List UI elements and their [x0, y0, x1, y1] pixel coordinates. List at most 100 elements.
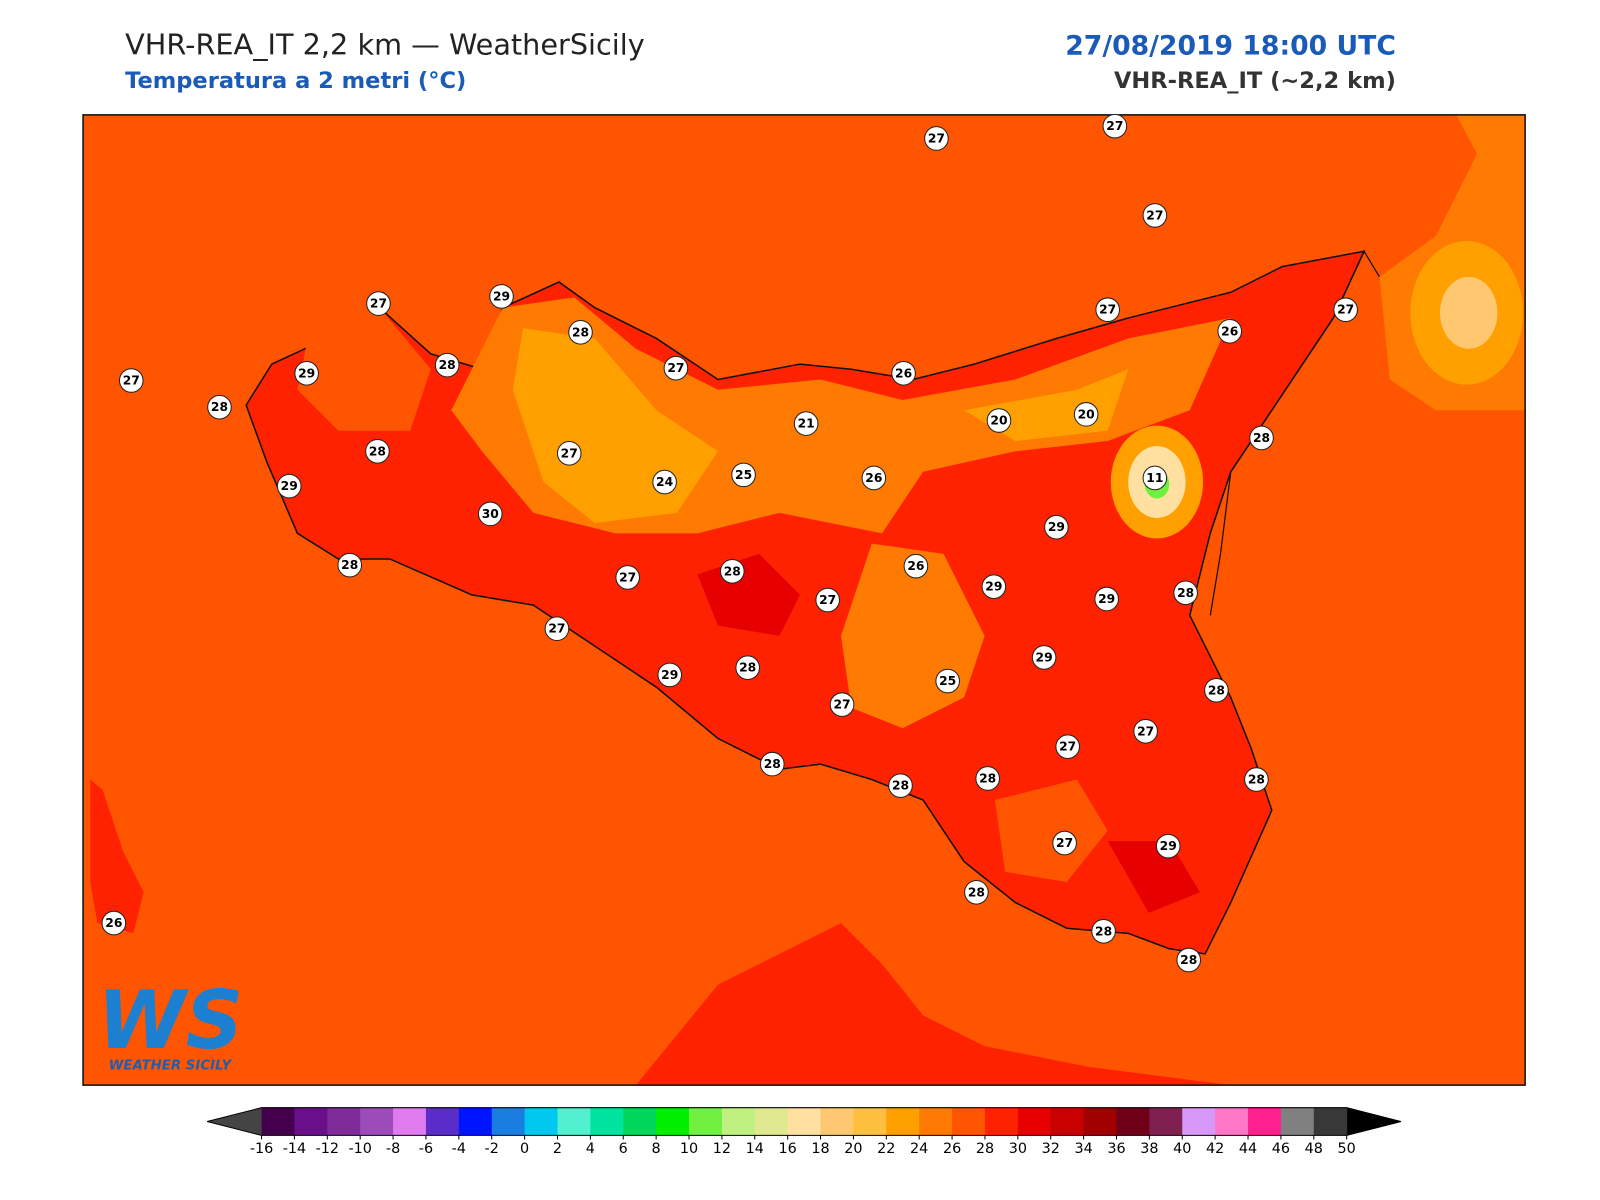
colorbar-tick-label: 34: [1074, 1141, 1092, 1157]
colorbar-bin: [458, 1107, 493, 1136]
colorbar-bin: [327, 1107, 361, 1136]
colorbar-tick-label: 46: [1272, 1141, 1290, 1157]
station: 29: [1044, 514, 1069, 540]
stations: 27 27 27 27 29 28 28 29 27 28 27 26 27 26 27 21 20 20 28 28…: [101, 113, 1358, 973]
station-value: 27: [1337, 303, 1354, 317]
colorbar-bin: [952, 1107, 986, 1136]
colorbar-bin: [853, 1107, 887, 1136]
station-marker: [657, 662, 683, 688]
station-value: 21: [798, 417, 815, 431]
colorbar-tick-label: -6: [419, 1141, 433, 1157]
station-value: 29: [661, 668, 678, 682]
station-marker: [101, 910, 127, 936]
station: 28: [1091, 918, 1116, 944]
colorbar-bin: [1083, 1107, 1118, 1136]
station: 29: [1094, 586, 1119, 612]
colorbar-bin: [689, 1107, 723, 1136]
colorbar-tick-label: 20: [844, 1141, 862, 1157]
station-value: 27: [833, 698, 850, 712]
station-value: 20: [1078, 407, 1095, 421]
station-marker: [1055, 734, 1080, 759]
colorbar-bin: [1050, 1107, 1085, 1136]
colorbar-bin: [1280, 1107, 1315, 1136]
colorbar-tick-label: 38: [1140, 1141, 1158, 1157]
station: 28: [568, 319, 593, 345]
colorbar-tick-label: -14: [283, 1141, 306, 1157]
station-value: 28: [892, 779, 909, 793]
station-marker: [118, 368, 144, 393]
colorbar-bin: [1116, 1107, 1150, 1136]
station: 28: [735, 655, 760, 680]
station-marker: [903, 553, 929, 579]
colorbar-bin: [294, 1107, 328, 1136]
station-value: 29: [1036, 650, 1053, 664]
station-value: 27: [561, 446, 578, 460]
station: 26: [891, 361, 916, 386]
station-value: 29: [493, 289, 510, 303]
station-value: 29: [1098, 592, 1115, 606]
station-value: 28: [1253, 431, 1270, 445]
station: 28: [1176, 947, 1202, 973]
station-marker: [652, 469, 677, 495]
map-frame: [82, 114, 1526, 1086]
station-marker: [365, 438, 390, 464]
colorbar-bin: [590, 1107, 624, 1136]
station-value: 26: [1221, 324, 1238, 338]
station-marker: [1204, 677, 1229, 703]
station-value: 28: [739, 661, 756, 675]
station-marker: [337, 552, 363, 578]
station-marker: [207, 394, 232, 420]
station-value: 27: [1146, 208, 1163, 222]
station: 28: [1244, 767, 1269, 792]
colorbar-bin: [623, 1107, 657, 1136]
station-value: 27: [548, 622, 565, 636]
station-marker: [1133, 718, 1158, 744]
station: 28: [975, 766, 1000, 791]
station-value: 28: [369, 444, 386, 458]
station-value: 27: [1056, 836, 1073, 850]
station: 20: [986, 408, 1012, 433]
colorbar-tick-label: 50: [1338, 1141, 1356, 1157]
station: 27: [1102, 113, 1128, 139]
station: 11: [1142, 465, 1168, 491]
colorbar-bin: [984, 1107, 1019, 1136]
station-value: 27: [928, 131, 945, 145]
colorbar-bin: [820, 1107, 854, 1136]
logo-text: Weather Sicily: [109, 1059, 233, 1074]
station: 29: [294, 361, 319, 386]
colorbar-tick-label: 16: [779, 1141, 797, 1157]
station-marker: [1102, 113, 1128, 139]
colorbar-tick-label: -10: [348, 1141, 371, 1157]
station-marker: [1173, 580, 1198, 606]
colorbar-bin: [754, 1107, 789, 1136]
station-marker: [294, 361, 319, 386]
station: 28: [888, 773, 913, 798]
station: 28: [434, 352, 460, 378]
station-value: 29: [1048, 520, 1065, 534]
station-value: 29: [985, 580, 1002, 594]
station-value: 27: [123, 374, 140, 388]
colorbar-bin: [524, 1107, 558, 1136]
station: 26: [101, 910, 127, 936]
station-marker: [793, 411, 819, 436]
colorbar-tick-label: 22: [877, 1141, 895, 1157]
station-value: 28: [1208, 683, 1225, 697]
station-marker: [1142, 203, 1168, 228]
colorbar-bin: [1215, 1107, 1249, 1136]
colorbar-tick-label: 40: [1173, 1141, 1191, 1157]
colorbar-bin: [360, 1107, 394, 1136]
colorbar-tick-label: 14: [746, 1141, 764, 1157]
colorbar-tick-label: 30: [1009, 1141, 1027, 1157]
station-marker: [735, 655, 760, 680]
station-marker: [829, 692, 855, 717]
station: 27: [815, 587, 840, 613]
station: 26: [903, 553, 929, 579]
station-marker: [981, 574, 1007, 599]
colorbar-tick-label: 36: [1107, 1141, 1125, 1157]
station-value: 11: [1146, 471, 1163, 485]
colorbar-bin: [557, 1107, 591, 1136]
station-marker: [815, 587, 840, 613]
station-marker: [964, 880, 989, 905]
station-marker: [1091, 918, 1116, 944]
station-marker: [986, 408, 1012, 433]
